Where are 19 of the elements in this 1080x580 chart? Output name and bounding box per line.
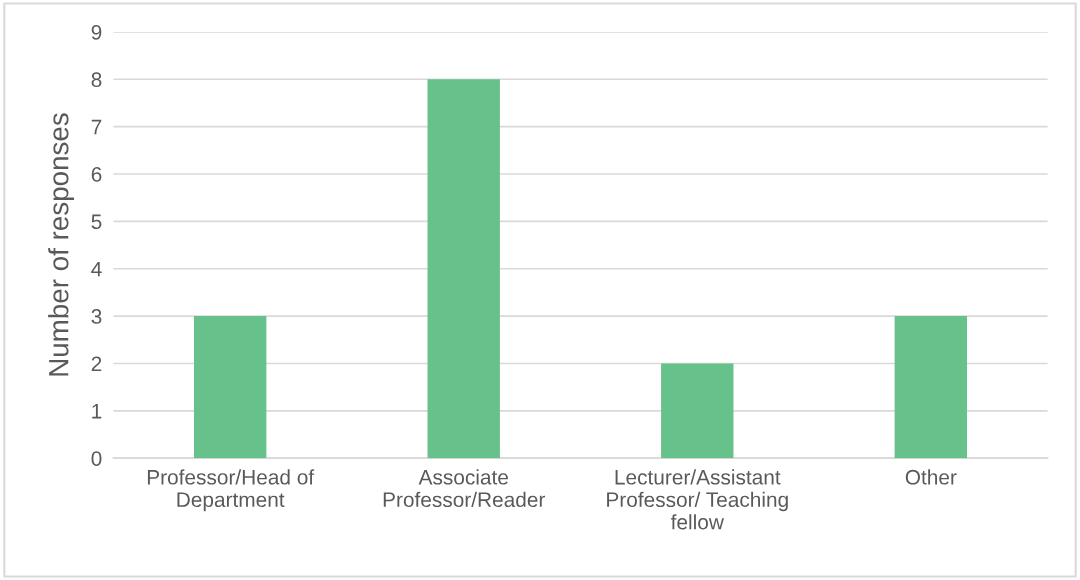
y-tick-label: 3 bbox=[91, 309, 102, 324]
y-tick-label: 0 bbox=[91, 451, 102, 466]
x-tick-label: Associate Professor/Reader bbox=[383, 469, 546, 508]
y-tick-label: 2 bbox=[91, 356, 102, 372]
y-tick-label: 5 bbox=[91, 214, 102, 230]
bar bbox=[661, 363, 734, 459]
y-tick-label: 8 bbox=[91, 72, 102, 88]
y-tick-label: 9 bbox=[91, 24, 102, 40]
bar bbox=[193, 316, 267, 459]
x-tick-label: Professor/Head of Department bbox=[147, 469, 315, 512]
y-axis-title: Number of responses bbox=[48, 113, 75, 376]
bar bbox=[427, 79, 500, 459]
bar bbox=[894, 316, 968, 459]
y-tick-label: 1 bbox=[92, 404, 102, 419]
y-tick-label: 6 bbox=[91, 167, 102, 182]
x-tick-label: Lecturer/Assistant Professor/ Teaching fellow bbox=[607, 469, 788, 530]
y-tick-label: 7 bbox=[91, 119, 102, 135]
y-tick-label: 4 bbox=[91, 261, 102, 277]
x-tick-label: Other bbox=[905, 469, 957, 485]
